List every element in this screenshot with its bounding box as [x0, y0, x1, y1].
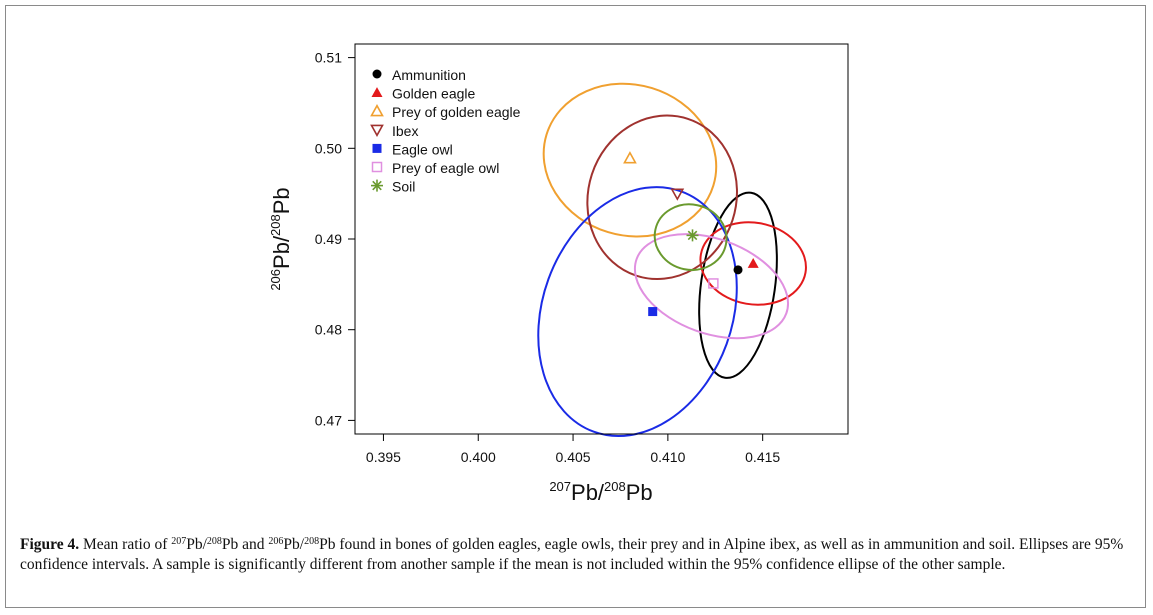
mean-point-prey-of-eagle-owl — [708, 278, 719, 289]
asterisk-stroke — [687, 230, 698, 241]
legend-label-eagle-owl: Eagle owl — [392, 141, 453, 157]
legend-marker-eagle-owl — [372, 143, 382, 153]
y-tick-label: 0.47 — [315, 412, 342, 428]
scatter-plot: 0.395 0.400 0.405 0.410 0.415 0.470.480.490.… — [268, 43, 849, 505]
x-tick-label: 0.410 — [650, 449, 685, 465]
mean-point-soil — [686, 229, 699, 242]
y-tick-label: 0.50 — [315, 140, 342, 156]
ellipse-eagle-owl — [537, 186, 738, 438]
mean-point-ammunition — [733, 265, 743, 275]
legend-marker-soil — [371, 179, 383, 192]
y-axis-label: 206Pb/208Pb — [268, 187, 294, 290]
ellipse-prey-of-eagle-owl — [633, 233, 790, 340]
x-axis-label: 207Pb/208Pb — [549, 479, 652, 505]
mean-markers — [623, 151, 759, 317]
x-axis: 0.395 0.400 0.405 0.410 0.415 — [366, 434, 780, 465]
x-tick-label: 0.415 — [745, 449, 780, 465]
caption-superscript: 206 — [268, 536, 284, 547]
legend-marker-ibex — [370, 124, 384, 137]
asterisk-stroke — [372, 180, 382, 191]
plot-area — [354, 43, 849, 435]
caption-superscript: 208 — [206, 536, 222, 547]
legend-marker-prey-of-eagle-owl — [371, 161, 383, 173]
caption-text: Pb found in bones of golden eagles, eagl… — [20, 536, 1124, 573]
legend-marker-golden-eagle — [371, 87, 383, 97]
ellipse-ammunition — [698, 191, 778, 379]
caption-text: Mean ratio of — [79, 536, 172, 553]
legend-label-soil: Soil — [392, 179, 415, 195]
legend-label-prey-of-eagle-owl: Prey of eagle owl — [392, 160, 499, 176]
ellipse-golden-eagle — [699, 221, 807, 306]
ellipse-ibex — [586, 114, 738, 281]
legend-label-ammunition: Ammunition — [392, 67, 466, 83]
legend: Ammunition Golden eagle Prey of golden eag… — [370, 67, 521, 195]
x-tick-label: 0.400 — [461, 449, 496, 465]
caption-text: Pb/ — [186, 536, 207, 553]
confidence-ellipses — [537, 82, 807, 438]
y-axis: 0.47 0.48 0.49 0.50 0.51 — [315, 50, 355, 428]
x-tick-label: 0.395 — [366, 449, 401, 465]
mean-point-prey-of-golden-eagle — [623, 151, 637, 164]
figure-frame — [5, 5, 1146, 608]
mean-point-ibex — [670, 188, 685, 201]
legend-marker-ammunition — [372, 69, 382, 79]
legend-label-ibex: Ibex — [392, 123, 418, 139]
legend-marker-prey-of-golden-eagle — [370, 104, 384, 117]
ellipse-soil — [653, 203, 728, 271]
y-tick-label: 0.48 — [315, 322, 342, 338]
caption-superscript: 208 — [304, 536, 320, 547]
legend-label-prey-of-golden-eagle: Prey of golden eagle — [392, 104, 521, 120]
caption-label: Figure 4. — [20, 536, 80, 553]
ellipse-prey-of-golden-eagle — [542, 82, 718, 238]
y-tick-label: 0.49 — [315, 231, 342, 247]
x-tick-label: 0.405 — [556, 449, 591, 465]
mean-point-eagle-owl — [648, 307, 658, 317]
legend-label-golden-eagle: Golden eagle — [392, 86, 476, 102]
mean-point-golden-eagle — [747, 257, 759, 268]
caption-text: Pb/ — [283, 536, 305, 553]
caption-superscript: 207 — [171, 536, 187, 547]
caption-text: Pb and — [221, 536, 269, 553]
y-tick-label: 0.51 — [315, 50, 342, 66]
figure-caption: Figure 4. Mean ratio of 207Pb/208Pb and … — [20, 535, 1130, 575]
